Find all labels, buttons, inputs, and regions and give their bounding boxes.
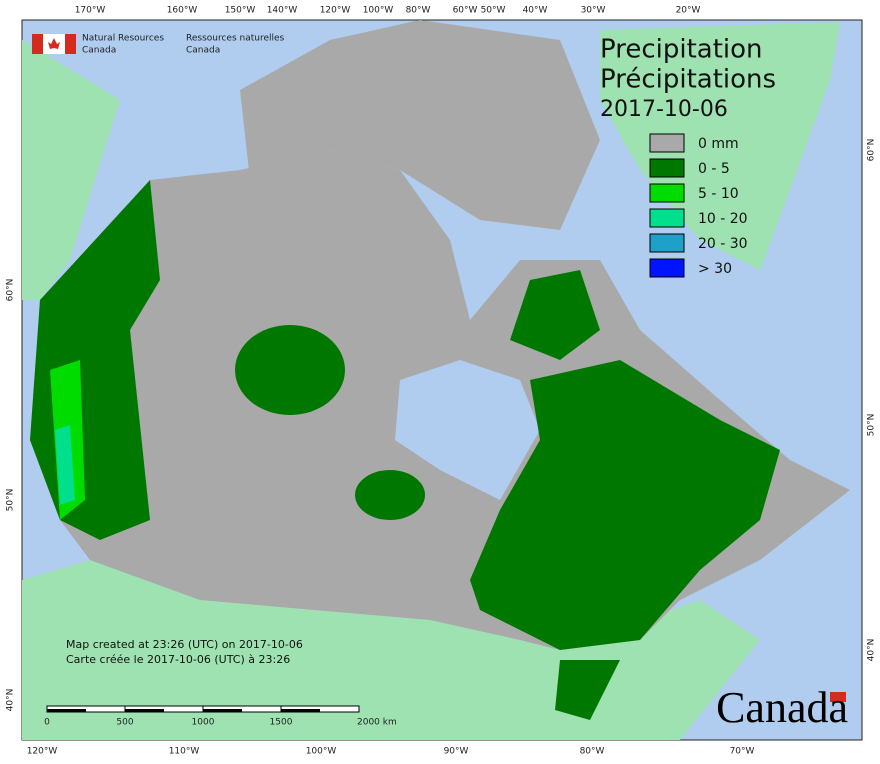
org-fr: Canada	[186, 46, 220, 56]
lon-label: 20°W	[676, 6, 701, 16]
lon-label: 90°W	[444, 747, 469, 757]
legend-label: 0 mm	[698, 136, 739, 152]
legend-swatch	[649, 183, 685, 203]
greenland	[600, 22, 840, 270]
precip-manitoba	[355, 470, 425, 520]
scale-label: 1000	[192, 718, 215, 728]
scale-segment	[203, 709, 242, 712]
title-date: 2017-10-06	[600, 97, 728, 122]
title-fr: Précipitations	[600, 65, 776, 95]
precip-ontario-south	[555, 660, 620, 720]
legend-swatch	[649, 258, 685, 278]
precip-labrador-north	[510, 270, 600, 360]
org-en: Canada	[82, 46, 116, 56]
arctic-islands	[240, 20, 600, 230]
flag-band	[32, 34, 43, 54]
scale-label: 1500	[270, 718, 293, 728]
lat-label: 40°N	[867, 639, 877, 662]
lon-label: 100°W	[306, 747, 337, 757]
lat-label: 50°N	[867, 414, 877, 437]
legend-label: > 30	[698, 261, 732, 277]
precip-east	[470, 360, 780, 650]
lat-label: 60°N	[867, 139, 877, 162]
wordmark: Canada	[716, 683, 848, 732]
scale-segment	[47, 709, 86, 712]
note: Map created at 23:26 (UTC) on 2017-10-06	[66, 638, 303, 651]
lon-label: 140°W	[267, 6, 298, 16]
title-en: Precipitation	[600, 35, 763, 65]
legend-swatch	[649, 158, 685, 178]
lon-label: 80°W	[580, 747, 605, 757]
legend-label: 0 - 5	[698, 161, 730, 177]
lat-label: 50°N	[6, 489, 16, 512]
alaska	[22, 40, 120, 300]
lon-label: 170°W	[75, 6, 106, 16]
lon-label: 100°W	[363, 6, 394, 16]
hudson-bay	[395, 360, 540, 500]
lon-label: 110°W	[169, 747, 200, 757]
legend-swatch	[649, 133, 685, 153]
lon-label: 80°W	[406, 6, 431, 16]
lon-label: 150°W	[225, 6, 256, 16]
precip-nwt	[235, 325, 345, 415]
lon-label: 70°W	[730, 747, 755, 757]
org-fr: Ressources naturelles	[186, 34, 285, 44]
lat-label: 40°N	[6, 689, 16, 712]
flag-band	[65, 34, 76, 54]
flag-leaf	[48, 38, 60, 49]
lon-label: 50°W	[481, 6, 506, 16]
lat-label: 60°N	[6, 279, 16, 302]
legend-label: 20 - 30	[698, 236, 748, 252]
scale-label: 0	[44, 718, 50, 728]
legend-swatch	[649, 233, 685, 253]
scale-segment	[125, 709, 164, 712]
legend-label: 5 - 10	[698, 186, 739, 202]
land-layer	[22, 20, 850, 740]
legend-swatch	[649, 208, 685, 228]
lon-label: 30°W	[581, 6, 606, 16]
note: Carte créée le 2017-10-06 (UTC) à 23:26	[66, 653, 290, 666]
lon-label: 120°W	[27, 747, 58, 757]
org-en: Natural Resources	[82, 34, 164, 44]
wordmark-flag	[830, 692, 846, 702]
scale-label: 2000 km	[357, 718, 397, 728]
lon-label: 160°W	[167, 6, 198, 16]
lon-label: 120°W	[320, 6, 351, 16]
lon-label: 40°W	[523, 6, 548, 16]
scale-label: 500	[116, 718, 133, 728]
scale-segment	[281, 709, 320, 712]
lon-label: 60°W	[453, 6, 478, 16]
legend-label: 10 - 20	[698, 211, 748, 227]
precip-coast-heavy	[55, 425, 75, 505]
